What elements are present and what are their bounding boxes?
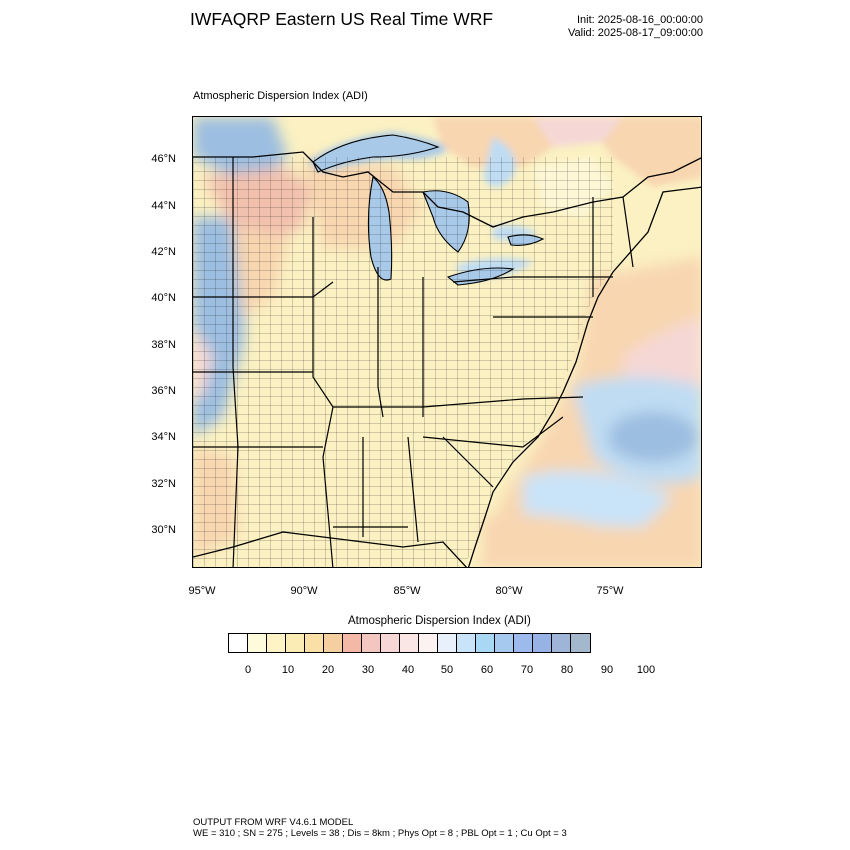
colorbar-tick-label: 80 [560, 664, 574, 676]
colorbar-swatch [438, 634, 457, 652]
colorbar-swatch [476, 634, 495, 652]
colorbar-tick-label: 60 [480, 664, 494, 676]
panel-title: Atmospheric Dispersion Index (ADI) [193, 90, 368, 102]
adi-field-map [193, 117, 701, 567]
run-time-info: Init: 2025-08-16_00:00:00 Valid: 2025-08… [540, 14, 703, 40]
colorbar-swatch [362, 634, 381, 652]
atlantic-coastline [467, 186, 701, 567]
footer-line-1: OUTPUT FROM WRF V4.6.1 MODEL [193, 817, 354, 828]
lat-label: 46°N [151, 153, 176, 165]
ocean-field [478, 257, 701, 567]
colorbar-swatch [229, 634, 248, 652]
lat-label: 44°N [151, 200, 176, 212]
colorbar-swatch [305, 634, 324, 652]
colorbar-swatch [248, 634, 267, 652]
lat-label: 32°N [151, 478, 176, 490]
lake-outlines [312, 134, 545, 286]
colorbar-swatch [324, 634, 343, 652]
state-boundaries [193, 157, 634, 567]
colorbar-swatch [267, 634, 286, 652]
model-info-footer: OUTPUT FROM WRF V4.6.1 MODEL WE = 310 ; … [193, 817, 567, 839]
gulf-coastline [193, 531, 468, 567]
lat-label: 34°N [151, 431, 176, 443]
colorbar-swatch [514, 634, 533, 652]
lon-label: 90°W [290, 585, 318, 597]
lat-label: 36°N [151, 385, 176, 397]
colorbar-tick-label: 90 [600, 664, 614, 676]
colorbar-swatch [343, 634, 362, 652]
colorbar-swatch [381, 634, 400, 652]
lat-label: 30°N [151, 524, 176, 536]
colorbar-swatch [286, 634, 305, 652]
colorbar-tick-label: 30 [361, 664, 375, 676]
valid-time: Valid: 2025-08-17_09:00:00 [568, 27, 703, 39]
colorbar-swatch [552, 634, 571, 652]
colorbar-tick-label: 20 [321, 664, 335, 676]
lon-label: 75°W [596, 585, 624, 597]
colorbar-tick-label: 50 [440, 664, 454, 676]
footer-line-2: WE = 310 ; SN = 275 ; Levels = 38 ; Dis … [193, 828, 567, 839]
lon-label: 85°W [393, 585, 421, 597]
lon-label: 80°W [495, 585, 523, 597]
colorbar-tick-label: 0 [244, 664, 252, 676]
colorbar-swatch [419, 634, 438, 652]
colorbar-tick-label: 70 [520, 664, 534, 676]
colorbar-swatch [533, 634, 552, 652]
colorbar-swatch [400, 634, 419, 652]
lat-label: 42°N [151, 246, 176, 258]
colorbar-swatch [495, 634, 514, 652]
colorbar-tick-label: 10 [281, 664, 295, 676]
us-canada-border [193, 151, 701, 228]
lat-label: 38°N [151, 339, 176, 351]
colorbar-swatch [457, 634, 476, 652]
main-title: IWFAQRP Eastern US Real Time WRF [190, 9, 494, 29]
colorbar-tick-label: 40 [401, 664, 415, 676]
colorbar-title: Atmospheric Dispersion Index (ADI) [348, 615, 531, 627]
init-time: Init: 2025-08-16_00:00:00 [577, 14, 703, 26]
colorbar-swatch [571, 634, 590, 652]
map-panel [192, 116, 702, 568]
lat-label: 40°N [151, 292, 176, 304]
colorbar [228, 633, 591, 653]
lon-label: 95°W [188, 585, 216, 597]
colorbar-tick-label: 100 [636, 664, 656, 676]
